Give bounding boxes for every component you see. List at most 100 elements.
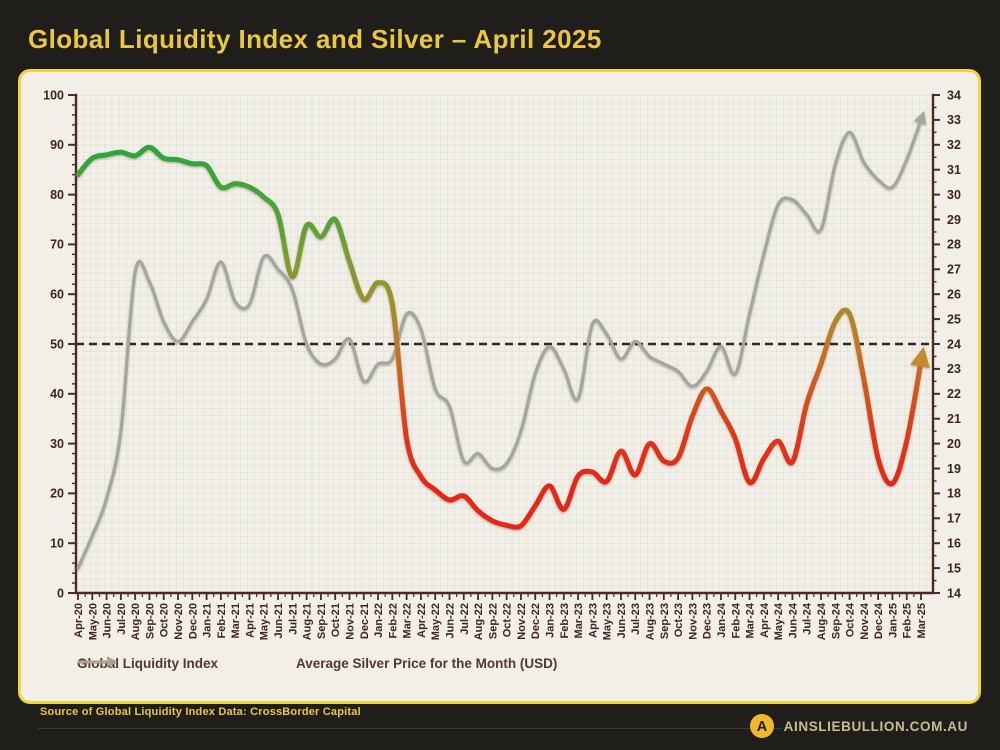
svg-text:Jan-23: Jan-23	[545, 603, 557, 638]
source-note: Source of Global Liquidity Index Data: C…	[40, 706, 361, 718]
svg-text:Sep-20: Sep-20	[144, 603, 156, 639]
svg-text:100: 100	[43, 88, 64, 102]
svg-text:30: 30	[50, 437, 64, 451]
svg-text:Aug-22: Aug-22	[473, 603, 485, 640]
svg-text:Mar-21: Mar-21	[230, 603, 242, 638]
svg-text:Sep-22: Sep-22	[487, 603, 499, 639]
svg-text:Jul-24: Jul-24	[802, 602, 814, 635]
svg-text:Sep-21: Sep-21	[316, 603, 328, 639]
svg-text:28: 28	[947, 238, 961, 252]
svg-text:Jan-24: Jan-24	[716, 602, 728, 638]
svg-text:Dec-20: Dec-20	[187, 603, 199, 639]
svg-text:Jul-20: Jul-20	[116, 603, 128, 635]
svg-text:31: 31	[947, 163, 961, 177]
svg-text:40: 40	[50, 387, 64, 401]
svg-text:Nov-20: Nov-20	[173, 603, 185, 640]
chart-panel: 0 10 20 30 40 50 60 70 80 90 100 14 15 16 17 18 19 20 21 22…	[18, 69, 981, 704]
brand-lockup: A AINSLIEBULLION.COM.AU	[749, 713, 968, 739]
liquidity-silver-chart: 0 10 20 30 40 50 60 70 80 90 100 14 15 16 17 18 19 20 21 22…	[43, 88, 961, 640]
svg-text:23: 23	[947, 362, 961, 376]
svg-text:21: 21	[947, 412, 961, 426]
legend-item-silver: Average Silver Price for the Month (USD)	[77, 656, 558, 671]
chart-legend: Global Liquidity Index Average Silver Pr…	[77, 656, 557, 671]
svg-text:50: 50	[50, 337, 64, 351]
svg-text:Apr-23: Apr-23	[587, 603, 599, 638]
svg-text:90: 90	[50, 138, 64, 152]
svg-text:18: 18	[947, 487, 961, 501]
svg-text:0: 0	[57, 586, 64, 600]
svg-text:Feb-24: Feb-24	[730, 602, 742, 638]
svg-text:15: 15	[947, 561, 961, 575]
svg-text:Jun-22: Jun-22	[444, 603, 456, 638]
svg-text:10: 10	[50, 537, 64, 551]
svg-text:Jan-21: Jan-21	[202, 603, 214, 638]
svg-text:Dec-23: Dec-23	[702, 603, 714, 639]
svg-text:Jun-21: Jun-21	[273, 603, 285, 638]
silver-arrow-icon	[77, 657, 117, 667]
svg-text:May-20: May-20	[87, 603, 99, 640]
page-title: Global Liquidity Index and Silver – Apri…	[28, 24, 602, 54]
svg-text:Dec-24: Dec-24	[873, 602, 885, 639]
svg-text:Sep-24: Sep-24	[830, 602, 842, 639]
svg-text:Feb-25: Feb-25	[902, 603, 914, 638]
svg-text:Feb-23: Feb-23	[559, 603, 571, 638]
svg-text:Oct-20: Oct-20	[159, 603, 171, 637]
svg-text:Mar-22: Mar-22	[402, 603, 414, 638]
svg-text:Jan-22: Jan-22	[373, 603, 385, 638]
svg-text:Oct-23: Oct-23	[673, 603, 685, 637]
svg-text:Apr-22: Apr-22	[416, 603, 428, 638]
svg-text:Feb-21: Feb-21	[216, 603, 228, 638]
svg-text:Aug-20: Aug-20	[130, 603, 142, 640]
svg-text:Feb-22: Feb-22	[387, 603, 399, 638]
svg-text:16: 16	[947, 537, 961, 551]
legend-label-silver: Average Silver Price for the Month (USD)	[296, 656, 558, 671]
svg-text:70: 70	[50, 238, 64, 252]
svg-text:Aug-24: Aug-24	[816, 602, 828, 640]
svg-text:14: 14	[947, 586, 961, 600]
svg-text:May-23: May-23	[602, 603, 614, 640]
svg-text:22: 22	[947, 387, 961, 401]
svg-text:Oct-21: Oct-21	[330, 603, 342, 637]
svg-text:Jul-21: Jul-21	[287, 603, 299, 635]
svg-text:Dec-21: Dec-21	[359, 603, 371, 639]
brand-text: AINSLIEBULLION.COM.AU	[783, 718, 968, 734]
svg-text:Apr-24: Apr-24	[759, 602, 771, 638]
svg-text:Jun-24: Jun-24	[787, 602, 799, 638]
svg-text:May-24: May-24	[773, 602, 785, 640]
svg-text:Nov-21: Nov-21	[344, 603, 356, 640]
svg-text:34: 34	[947, 88, 961, 102]
svg-text:30: 30	[947, 188, 961, 202]
ainslie-logo-icon: A	[749, 714, 774, 738]
svg-text:Jul-23: Jul-23	[630, 603, 642, 635]
svg-text:32: 32	[947, 138, 961, 152]
svg-text:26: 26	[947, 288, 961, 302]
svg-text:Mar-23: Mar-23	[573, 603, 585, 638]
svg-text:Dec-22: Dec-22	[530, 603, 542, 639]
svg-text:Mar-25: Mar-25	[916, 603, 928, 638]
svg-text:Oct-22: Oct-22	[502, 603, 514, 637]
svg-text:May-22: May-22	[430, 603, 442, 640]
svg-text:19: 19	[947, 462, 961, 476]
svg-text:17: 17	[947, 512, 961, 526]
footer-divider	[38, 728, 782, 729]
svg-text:A: A	[756, 719, 767, 735]
svg-text:27: 27	[947, 263, 961, 277]
svg-text:Sep-23: Sep-23	[659, 603, 671, 639]
svg-text:May-21: May-21	[259, 603, 271, 640]
svg-text:20: 20	[50, 487, 64, 501]
svg-text:Mar-24: Mar-24	[745, 602, 757, 638]
svg-text:29: 29	[947, 213, 961, 227]
svg-text:Nov-23: Nov-23	[687, 603, 699, 640]
svg-text:Aug-23: Aug-23	[645, 603, 657, 640]
svg-text:20: 20	[947, 437, 961, 451]
svg-text:Oct-24: Oct-24	[845, 602, 857, 637]
svg-text:25: 25	[947, 312, 961, 326]
svg-text:Apr-20: Apr-20	[73, 603, 85, 638]
svg-text:33: 33	[947, 113, 961, 127]
svg-text:Nov-24: Nov-24	[859, 602, 871, 640]
svg-text:Apr-21: Apr-21	[244, 603, 256, 638]
svg-text:Nov-22: Nov-22	[516, 603, 528, 640]
svg-text:80: 80	[50, 188, 64, 202]
svg-text:60: 60	[50, 288, 64, 302]
